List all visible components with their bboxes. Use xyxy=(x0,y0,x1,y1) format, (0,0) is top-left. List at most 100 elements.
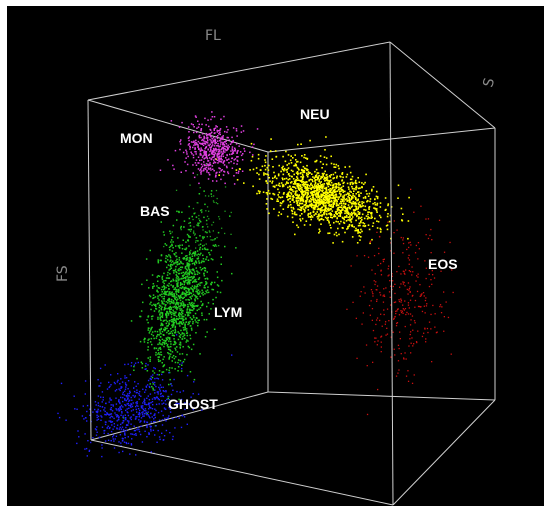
data-point xyxy=(184,403,186,405)
data-point xyxy=(122,406,124,408)
data-point xyxy=(177,338,180,341)
data-point xyxy=(340,193,342,195)
data-point xyxy=(212,298,214,301)
data-point xyxy=(209,143,211,145)
data-point xyxy=(208,168,210,170)
data-point xyxy=(345,212,348,214)
data-point xyxy=(331,210,334,212)
data-point xyxy=(174,312,176,315)
data-point xyxy=(148,415,150,418)
data-point xyxy=(189,312,192,314)
data-point xyxy=(201,289,203,292)
data-point xyxy=(287,178,290,181)
data-point xyxy=(199,142,201,144)
data-point xyxy=(99,410,102,412)
data-point xyxy=(351,195,353,198)
data-point xyxy=(148,294,151,297)
data-point xyxy=(293,213,296,215)
data-point xyxy=(369,241,371,243)
data-point xyxy=(146,426,148,429)
data-point xyxy=(324,207,327,209)
data-point xyxy=(154,384,156,386)
data-point xyxy=(400,273,402,275)
data-point xyxy=(223,164,226,166)
data-point xyxy=(342,182,344,185)
data-point xyxy=(210,140,212,142)
data-point xyxy=(206,289,209,291)
data-point xyxy=(298,204,300,206)
data-point xyxy=(371,319,373,321)
data-point xyxy=(385,321,387,323)
cluster-ghost xyxy=(57,334,233,458)
data-point xyxy=(405,358,407,360)
data-point xyxy=(115,389,118,391)
data-point xyxy=(130,423,132,425)
data-point xyxy=(290,169,293,172)
data-point xyxy=(269,180,271,183)
data-point xyxy=(161,301,163,303)
data-point xyxy=(390,285,392,287)
data-point xyxy=(427,331,429,334)
data-point xyxy=(122,396,124,399)
data-point xyxy=(371,216,373,219)
data-point xyxy=(407,304,410,306)
data-point xyxy=(124,414,126,416)
data-point xyxy=(320,184,322,186)
data-point xyxy=(355,317,357,319)
data-point xyxy=(190,396,192,398)
data-point xyxy=(424,312,426,314)
data-point xyxy=(171,280,173,282)
data-point xyxy=(181,353,184,355)
data-point xyxy=(160,308,163,311)
data-point xyxy=(251,146,254,148)
data-point xyxy=(312,186,314,189)
data-point xyxy=(398,300,401,303)
data-point xyxy=(317,206,319,208)
data-point xyxy=(314,190,316,192)
data-point xyxy=(226,166,228,169)
data-point xyxy=(237,172,240,174)
data-point xyxy=(332,190,335,192)
data-point xyxy=(191,306,194,308)
data-point xyxy=(150,337,153,340)
data-point xyxy=(212,162,215,164)
data-point xyxy=(347,227,349,230)
data-point xyxy=(256,128,259,130)
data-point xyxy=(217,143,219,145)
data-point xyxy=(351,224,354,226)
data-point xyxy=(358,201,361,203)
data-point xyxy=(157,291,159,293)
data-point xyxy=(428,321,431,323)
data-point xyxy=(384,197,387,199)
data-point xyxy=(157,297,159,299)
data-point xyxy=(173,294,175,296)
data-point xyxy=(172,343,175,346)
data-point xyxy=(408,242,410,244)
data-point xyxy=(191,215,193,218)
data-point xyxy=(302,170,305,173)
data-point xyxy=(399,286,401,288)
data-point xyxy=(147,423,149,426)
data-point xyxy=(265,155,267,157)
data-point xyxy=(166,312,168,314)
data-point xyxy=(226,159,228,161)
data-point xyxy=(184,402,186,404)
data-point xyxy=(417,305,420,308)
data-point xyxy=(179,299,182,302)
data-point xyxy=(210,146,212,149)
data-point xyxy=(406,311,408,314)
data-point xyxy=(403,309,405,311)
data-point xyxy=(318,215,321,217)
data-point xyxy=(163,328,165,331)
data-point xyxy=(60,382,63,385)
data-point xyxy=(408,196,410,199)
data-point xyxy=(149,303,151,305)
data-point xyxy=(332,195,335,197)
data-point xyxy=(114,390,117,392)
data-point xyxy=(204,147,206,150)
data-point xyxy=(216,291,219,293)
data-point xyxy=(326,191,329,194)
data-point xyxy=(308,199,311,202)
data-point xyxy=(259,169,262,171)
data-point xyxy=(314,160,316,163)
